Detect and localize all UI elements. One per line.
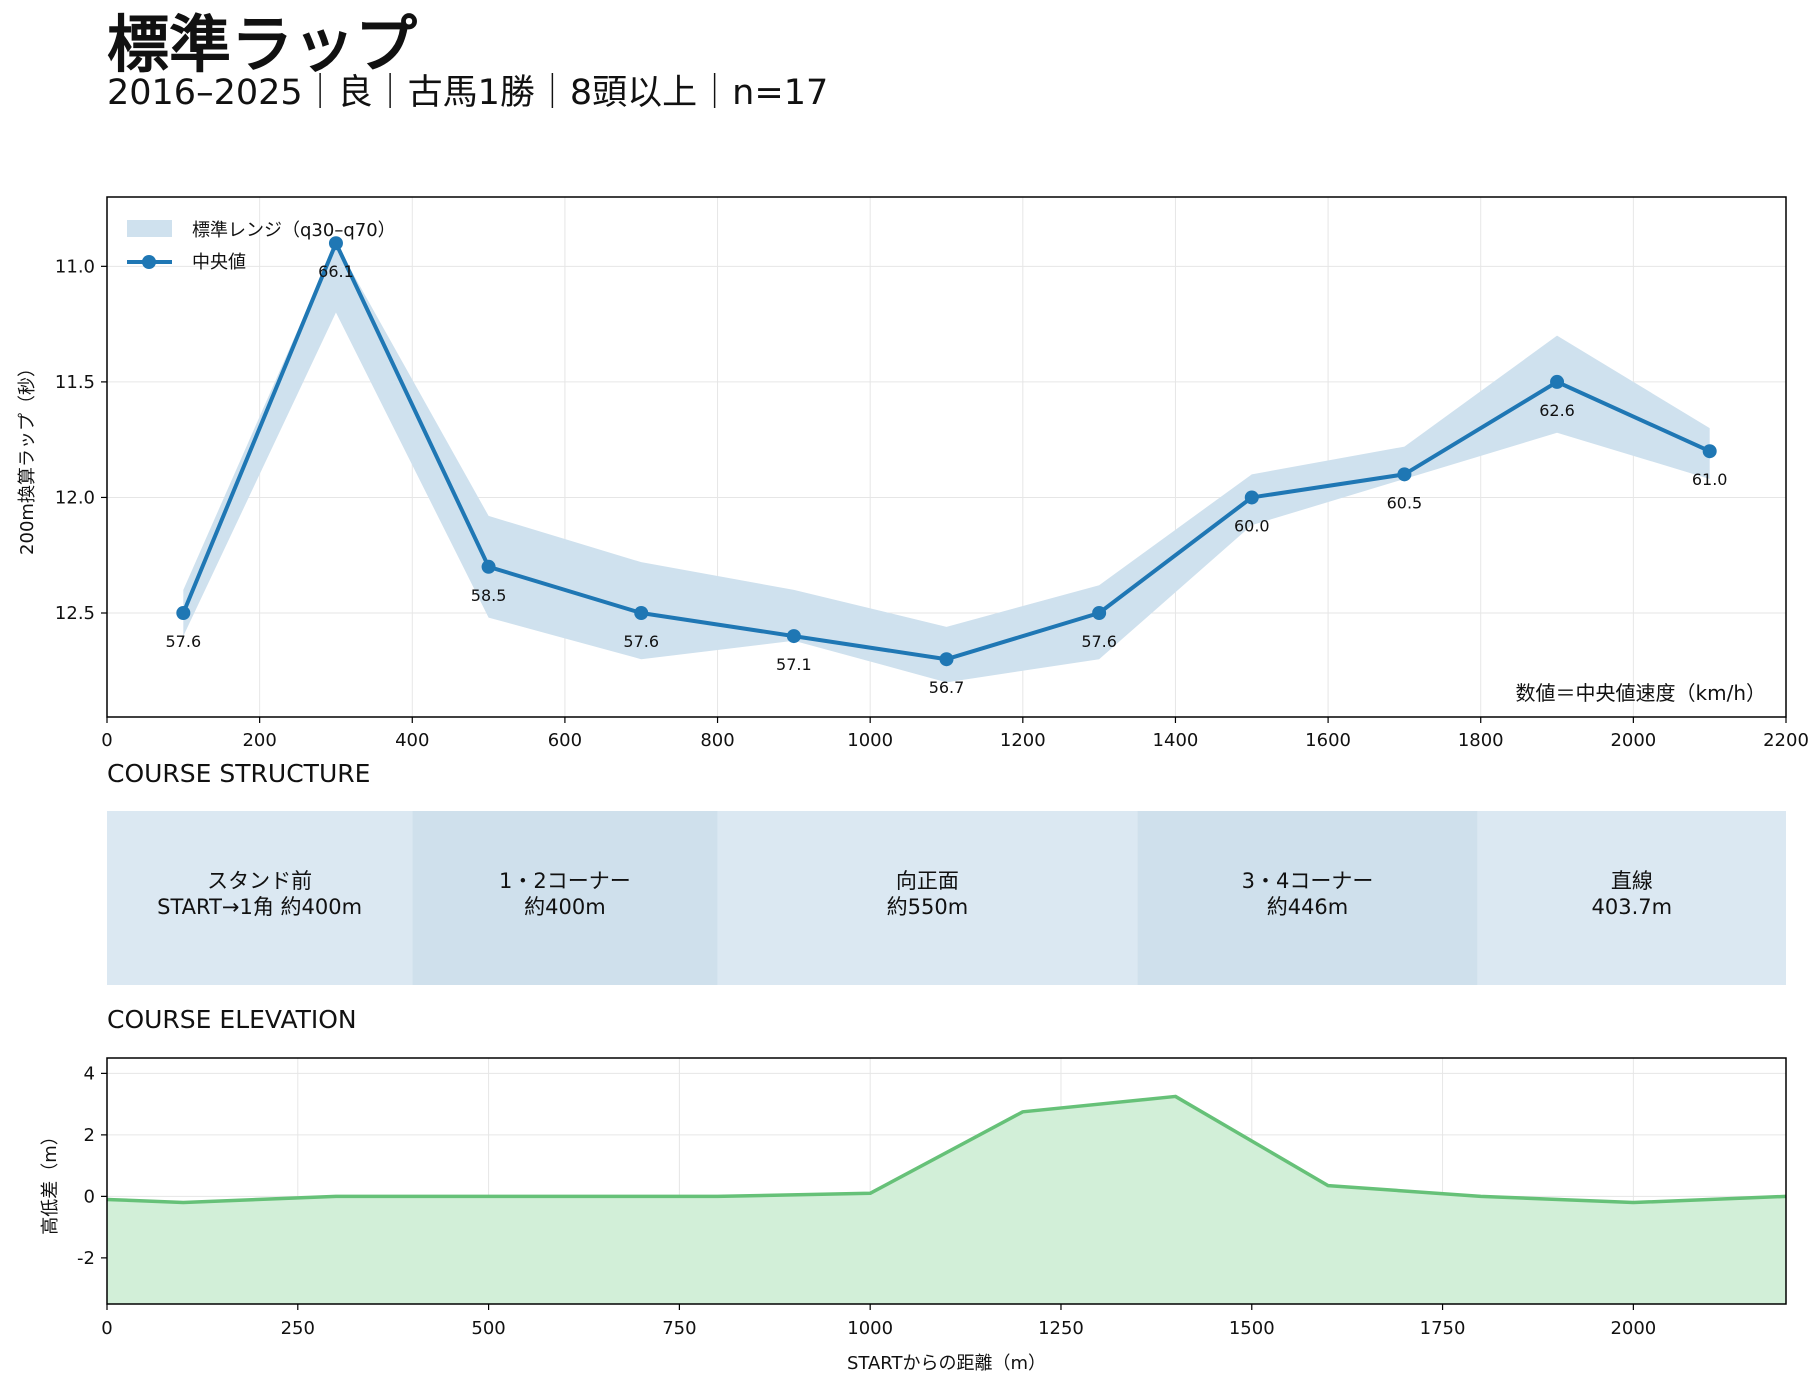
course-segment-detail: START→1角 約400m [157, 895, 362, 919]
elevation-line [106, 1094, 1787, 1205]
data-label: 62.6 [1539, 401, 1575, 420]
course-segment-name: スタンド前 [207, 869, 312, 893]
y-axis-title: 高低差（m） [40, 1127, 61, 1235]
x-tick-label: 1400 [1153, 730, 1199, 751]
data-label: 56.7 [929, 678, 965, 697]
data-label: 61.0 [1692, 470, 1728, 489]
data-label: 57.1 [776, 655, 812, 674]
y-tick-label: 11.5 [55, 372, 95, 393]
median-point [1702, 444, 1717, 459]
course-segment [107, 811, 413, 985]
median-point [786, 629, 801, 644]
course-segment-detail: 403.7m [1592, 895, 1673, 919]
x-tick-label: 200 [242, 730, 276, 751]
legend-line-marker [142, 255, 156, 269]
data-label: 58.5 [471, 586, 507, 605]
y-tick-label: 11.0 [55, 256, 95, 277]
x-tick-label: 2200 [1763, 730, 1809, 751]
x-tick-label: 1600 [1305, 730, 1351, 751]
course-structure-title: COURSE STRUCTURE [107, 759, 371, 788]
course-segment [717, 811, 1138, 985]
elevation-area [107, 1096, 1786, 1304]
x-tick-label: 600 [548, 730, 582, 751]
course-segment-detail: 約446m [1267, 895, 1349, 919]
data-label: 57.6 [623, 632, 659, 651]
x-tick-label: 2000 [1610, 1318, 1656, 1339]
data-label: 60.5 [1387, 493, 1423, 512]
x-tick-label: 1800 [1458, 730, 1504, 751]
plot-frame [106, 196, 1787, 718]
x-tick-label: 1750 [1420, 1318, 1466, 1339]
median-point [1550, 374, 1565, 389]
x-tick-label: 1000 [847, 730, 893, 751]
x-tick-label: 0 [101, 730, 112, 751]
x-tick-label: 1500 [1229, 1318, 1275, 1339]
course-segment-detail: 約400m [524, 895, 606, 919]
y-tick-label: 12.0 [55, 487, 95, 508]
x-tick-label: 750 [662, 1318, 696, 1339]
x-axis-title: STARTからの距離（m） [847, 1353, 1046, 1374]
course-segment [1477, 811, 1786, 985]
course-segment-detail: 約550m [887, 895, 969, 919]
course-segment-name: 3・4コーナー [1242, 869, 1374, 893]
page-subtitle: 2016–2025｜良｜古馬1勝｜8頭以上｜n=17 [107, 73, 829, 113]
y-tick-label: 2 [84, 1125, 95, 1146]
median-point [1244, 490, 1259, 505]
course-elevation-chart: 0 250 500 750 1000 1250 1500 1750 2000 -2 0 2 4 高低差（m… [40, 1057, 1787, 1374]
x-tick-label: 2000 [1610, 730, 1656, 751]
data-label: 57.6 [166, 632, 202, 651]
course-elevation-title: COURSE ELEVATION [107, 1005, 357, 1034]
legend-band-label: 標準レンジ（q30–q70） [192, 220, 396, 241]
median-point [939, 652, 954, 667]
unit-note: 数値＝中央値速度（km/h） [1516, 681, 1766, 705]
x-tick-label: 1250 [1038, 1318, 1084, 1339]
median-point [1092, 606, 1107, 620]
median-point [328, 236, 343, 251]
y-tick-label: -2 [77, 1248, 95, 1269]
x-tick-label: 0 [101, 1318, 112, 1339]
plot-frame [106, 1057, 1787, 1305]
legend-line-label: 中央値 [192, 252, 246, 273]
median-point [1397, 467, 1412, 482]
legend-band-swatch [127, 220, 172, 237]
data-label: 57.6 [1081, 632, 1117, 651]
median-point [481, 559, 496, 574]
y-axis-title: 200m換算ラップ（秒） [17, 359, 38, 555]
course-segment [412, 811, 718, 985]
x-tick-label: 400 [395, 730, 429, 751]
x-tick-label: 800 [700, 730, 734, 751]
lap-chart: 57.6 66.1 58.5 57.6 57.1 56.7 57.6 60.0 60.5 62.6… [17, 196, 1809, 751]
data-label: 66.1 [318, 262, 354, 281]
y-tick-label: 4 [84, 1063, 95, 1084]
x-tick-label: 1200 [1000, 730, 1046, 751]
course-segment [1137, 811, 1478, 985]
median-point [176, 606, 191, 620]
median-point [634, 606, 649, 620]
course-segment-name: 1・2コーナー [499, 869, 631, 893]
course-segment-name: 向正面 [896, 869, 959, 893]
y-tick-label: 12.5 [55, 603, 95, 624]
page-title: 標準ラップ [107, 8, 418, 81]
x-tick-label: 500 [471, 1318, 505, 1339]
x-tick-label: 1000 [847, 1318, 893, 1339]
range-band [183, 243, 1710, 683]
y-tick-label: 0 [84, 1186, 95, 1207]
data-label: 60.0 [1234, 516, 1270, 535]
course-segment-name: 直線 [1611, 869, 1653, 893]
x-tick-label: 250 [281, 1318, 315, 1339]
